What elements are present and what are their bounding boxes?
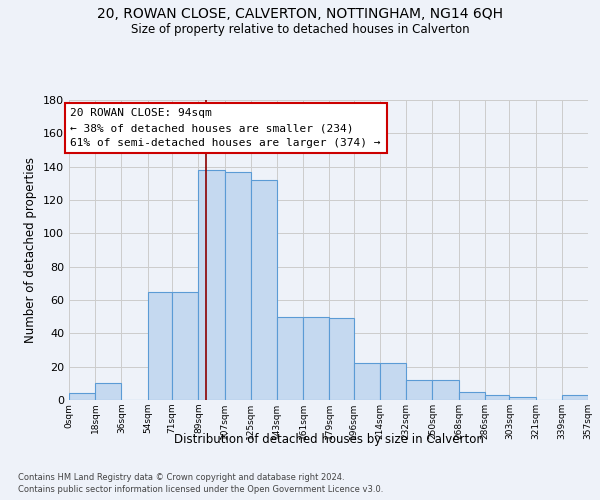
Bar xyxy=(251,180,277,400)
Text: Distribution of detached houses by size in Calverton: Distribution of detached houses by size … xyxy=(174,432,484,446)
Bar xyxy=(148,292,172,400)
Bar xyxy=(329,318,354,400)
Bar xyxy=(172,292,199,400)
Bar xyxy=(303,316,329,400)
Bar xyxy=(509,396,536,400)
Bar xyxy=(562,395,588,400)
Bar xyxy=(354,364,380,400)
Bar xyxy=(69,394,95,400)
Bar xyxy=(433,380,458,400)
Text: 20 ROWAN CLOSE: 94sqm
← 38% of detached houses are smaller (234)
61% of semi-det: 20 ROWAN CLOSE: 94sqm ← 38% of detached … xyxy=(70,108,381,148)
Bar xyxy=(95,384,121,400)
Y-axis label: Number of detached properties: Number of detached properties xyxy=(25,157,37,343)
Bar xyxy=(199,170,224,400)
Bar xyxy=(458,392,485,400)
Bar xyxy=(224,172,251,400)
Bar xyxy=(380,364,406,400)
Bar xyxy=(485,395,509,400)
Text: 20, ROWAN CLOSE, CALVERTON, NOTTINGHAM, NG14 6QH: 20, ROWAN CLOSE, CALVERTON, NOTTINGHAM, … xyxy=(97,8,503,22)
Text: Contains HM Land Registry data © Crown copyright and database right 2024.: Contains HM Land Registry data © Crown c… xyxy=(18,472,344,482)
Text: Contains public sector information licensed under the Open Government Licence v3: Contains public sector information licen… xyxy=(18,485,383,494)
Text: Size of property relative to detached houses in Calverton: Size of property relative to detached ho… xyxy=(131,22,469,36)
Bar xyxy=(406,380,433,400)
Bar xyxy=(277,316,303,400)
